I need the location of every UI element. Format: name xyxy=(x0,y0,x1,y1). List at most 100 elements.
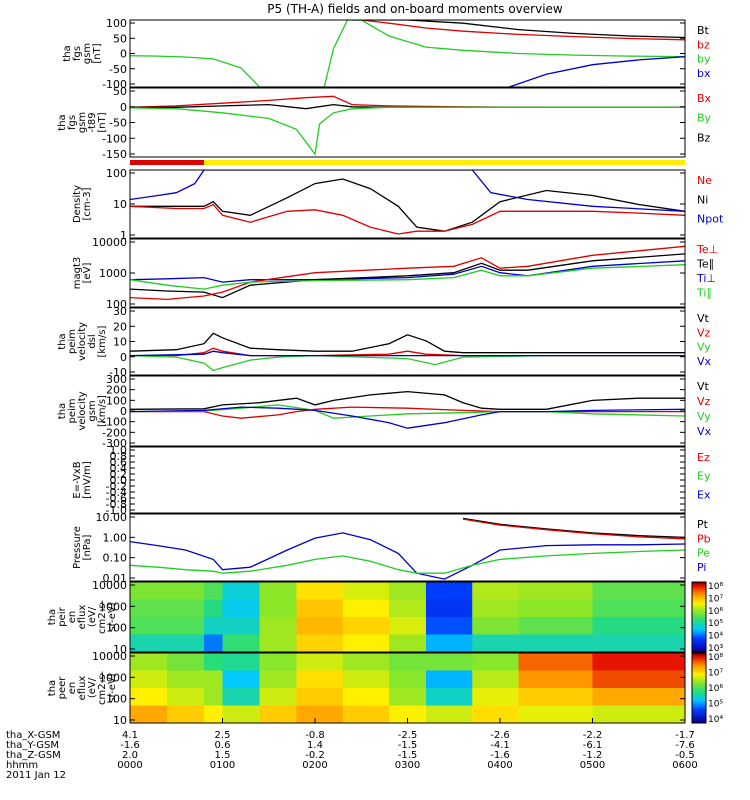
series-group xyxy=(130,390,685,429)
y-tick-label: 100 xyxy=(106,298,127,311)
series-p1-bz xyxy=(361,20,685,41)
y-tick-label: 1.00 xyxy=(103,531,128,544)
panel-p4: 10000 1000 100 magt3 [eV] Te⊥ Te∥Ti⊥ Ti∥ xyxy=(72,236,718,311)
colorbar-tick-label: 10⁴ xyxy=(708,715,723,725)
colorbar-step xyxy=(692,604,706,607)
y-tick-label: -150 xyxy=(102,148,127,161)
x-row-value: 0.6 xyxy=(215,740,231,751)
y-axis-label-line: peim xyxy=(67,329,78,354)
heatmap-cell xyxy=(130,653,168,671)
colorbar-tick-label: 10⁷ xyxy=(708,594,723,604)
y-axis-label-line: eflux xyxy=(77,605,88,630)
panel-p3: 100 10 1 Density [cm-3] Ne Ni Npot xyxy=(72,167,724,242)
y-tick-label: 10 xyxy=(113,336,127,349)
colorbar-step xyxy=(692,622,706,625)
heatmap-cell xyxy=(472,705,519,723)
legend-label: Te∥ xyxy=(696,258,714,271)
heatmap-cell xyxy=(389,634,427,652)
y-axis-label-line: velocity xyxy=(77,322,88,361)
heatmap-cell xyxy=(296,670,344,689)
x-row-value: 2.0 xyxy=(122,750,138,761)
heatmap-cell xyxy=(167,688,205,706)
legend-label: Pe xyxy=(697,547,710,560)
colorbar-step xyxy=(692,610,706,613)
heatmap-cell xyxy=(389,582,427,600)
colorbar-step xyxy=(692,698,706,701)
colorbar-step xyxy=(692,684,706,687)
y-tick-label: 0.01 xyxy=(103,572,128,585)
colorbar-step xyxy=(692,700,706,703)
colorbar-step xyxy=(692,648,706,651)
heatmap-cell xyxy=(167,599,205,618)
colorbar-step xyxy=(692,641,706,644)
heatmap-cell xyxy=(204,688,223,706)
y-axis-label: tha fgs gsm -t89 [nT] xyxy=(57,112,108,133)
y-tick-label: 0.2 xyxy=(110,468,128,481)
y-axis-label-line: fgs xyxy=(67,115,78,130)
heatmap-cell xyxy=(518,599,593,618)
x-row-value: -1.5 xyxy=(398,740,418,751)
panel-frame xyxy=(129,19,686,88)
y-axis-label-line: [nT] xyxy=(92,43,103,63)
legend-label: Pi xyxy=(697,561,706,574)
colorbar-step xyxy=(692,632,706,635)
colorbar-step xyxy=(692,665,706,668)
y-axis-label-line: [mV/m] xyxy=(82,461,93,499)
legend-label: Npot xyxy=(697,213,724,226)
heatmap-cell xyxy=(130,705,168,723)
series-group xyxy=(130,245,685,301)
heatmap-cell xyxy=(389,617,427,635)
heatmap-cell xyxy=(296,653,344,671)
panel-p9: 10⁸ 10⁷ 10⁶ 10⁵ 10⁴ 10³ 10000 1000 100 10 tha peir e… xyxy=(47,579,723,656)
y-axis-label-line: (eV/ xyxy=(87,677,98,698)
legend-label: Bt xyxy=(697,24,710,37)
heatmap-cell xyxy=(222,634,260,652)
x-row-label: tha_Z-GSM xyxy=(6,750,61,761)
series-p3-Ne xyxy=(130,203,685,235)
series-p8-Pb xyxy=(462,518,685,540)
y-axis-label-line: tha xyxy=(47,609,58,625)
panel-p7: 1.00.80.60.40.20.0-0.2-0.4-0.6-0.8-1.0 E=… xyxy=(72,444,711,517)
colorbar-step xyxy=(692,601,706,604)
x-row-value: -1.7 xyxy=(675,730,695,741)
heatmap-cell xyxy=(130,688,168,706)
colorbar-step xyxy=(692,705,706,708)
x-axis-labels: tha_X-GSM 4.1 2.5 -0.8 -2.5 -2.6 -2.2 -1.7 tha_Y… xyxy=(6,718,698,781)
x-row-value: -6.1 xyxy=(583,740,603,751)
y-tick-label: -100 xyxy=(102,78,127,91)
y-axis-label-line: en xyxy=(67,682,78,695)
legend-label: Vt xyxy=(697,380,710,393)
x-row-label: hhmm xyxy=(6,760,38,771)
heatmap-cell xyxy=(130,670,168,689)
colorbar-tick-label: 10⁸ xyxy=(708,653,723,663)
colorbar-step xyxy=(692,653,706,656)
colorbar-step xyxy=(692,585,706,588)
colorbar-step xyxy=(692,650,706,653)
series-p8-Pe xyxy=(130,549,685,574)
heatmap-cell xyxy=(222,599,260,618)
y-tick-label: 0.4 xyxy=(110,462,128,475)
heatmap-cell xyxy=(222,582,260,600)
colorbar-step xyxy=(692,639,706,642)
heatmap-cell xyxy=(296,582,344,600)
heatmap-cell xyxy=(592,599,685,618)
colorbar-step xyxy=(692,643,706,646)
y-tick-label: 1000 xyxy=(99,600,127,613)
colorbar-step xyxy=(692,667,706,670)
heatmap-cell xyxy=(426,599,473,618)
y-axis-label: tha peir en eflux (eV/cm2-s-sr-eV) xyxy=(47,600,118,634)
x-row-label: tha_Y-GSM xyxy=(6,740,59,751)
colorbar-step xyxy=(692,686,706,689)
colorbar-step xyxy=(692,670,706,673)
heatmap-cell xyxy=(222,670,260,689)
x-row-value: -4.1 xyxy=(490,740,510,751)
y-tick-label: -0.4 xyxy=(106,486,127,499)
heatmap-cell xyxy=(472,599,519,618)
y-tick-label: -50 xyxy=(109,63,127,76)
y-axis-label-line: -t89 xyxy=(87,112,98,132)
heatmap-cell xyxy=(342,688,390,706)
legend-label: Ez xyxy=(697,451,710,464)
